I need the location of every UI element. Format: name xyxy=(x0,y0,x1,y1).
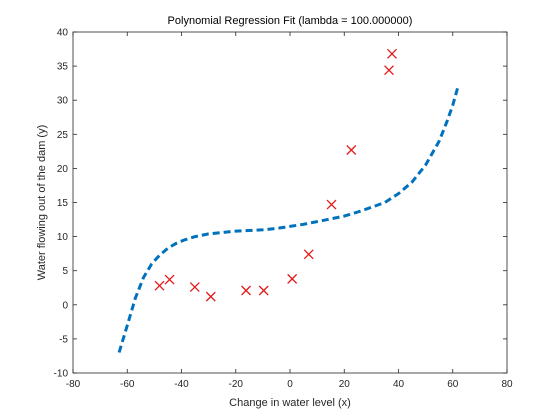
x-tick-label: 0 xyxy=(287,379,293,390)
axes-box xyxy=(73,32,507,373)
x-tick-label: -40 xyxy=(174,379,189,390)
y-tick-label: 35 xyxy=(57,62,69,73)
y-tick-label: 15 xyxy=(57,198,69,209)
y-tick-label: 10 xyxy=(57,232,69,243)
chart-title: Polynomial Regression Fit (lambda = 100.… xyxy=(168,15,413,27)
y-tick-label: 0 xyxy=(62,300,68,311)
y-tick-label: 5 xyxy=(62,266,68,277)
y-tick-label: 30 xyxy=(57,96,69,107)
y-tick-label: 40 xyxy=(57,28,69,39)
x-tick-label: 40 xyxy=(393,379,405,390)
x-tick-label: -80 xyxy=(66,379,81,390)
y-tick-label: -10 xyxy=(54,369,69,380)
y-tick-label: 20 xyxy=(57,164,69,175)
axes: -80 -60 -40 -20 0 20 40 60 80 -10 -5 0 5 10 15 20 25 30 35… xyxy=(54,28,513,391)
x-tick-label: -20 xyxy=(229,379,244,390)
x-tick-label: -60 xyxy=(120,379,135,390)
x-tick-label: 20 xyxy=(339,379,351,390)
x-tick-label: 80 xyxy=(501,379,513,390)
y-axis-label: Water flowing out of the dam (y) xyxy=(36,125,48,281)
x-axis-label: Change in water level (x) xyxy=(229,397,351,409)
x-tick-label: 60 xyxy=(447,379,459,390)
y-tick-label: 25 xyxy=(57,130,69,141)
y-tick-label: -5 xyxy=(59,334,68,345)
